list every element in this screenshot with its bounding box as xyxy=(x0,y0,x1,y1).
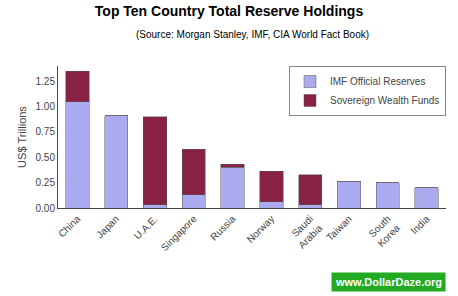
svg-text:0.00: 0.00 xyxy=(36,203,56,214)
svg-text:0.25: 0.25 xyxy=(36,177,56,188)
svg-text:(Source: Morgan Stanley, IMF,: (Source: Morgan Stanley, IMF, CIA World … xyxy=(136,29,369,40)
svg-text:0.50: 0.50 xyxy=(36,152,56,163)
svg-text:India: India xyxy=(408,213,431,236)
svg-text:1.00: 1.00 xyxy=(36,101,56,112)
svg-text:U.A.E.: U.A.E. xyxy=(132,213,160,241)
svg-text:0.75: 0.75 xyxy=(36,126,56,137)
svg-text:Taiwan: Taiwan xyxy=(324,213,354,243)
svg-text:SouthKorea: SouthKorea xyxy=(366,213,402,249)
svg-text:Top Ten Country Total Reserve: Top Ten Country Total Reserve Holdings xyxy=(95,3,364,19)
svg-text:Japan: Japan xyxy=(94,213,121,240)
svg-text:IMF Official Reserves: IMF Official Reserves xyxy=(330,76,425,87)
svg-text:Sovereign Wealth Funds: Sovereign Wealth Funds xyxy=(330,95,439,106)
svg-text:Norway: Norway xyxy=(245,213,277,245)
svg-text:Singapore: Singapore xyxy=(159,213,199,253)
svg-text:www.DollarDaze.org: www.DollarDaze.org xyxy=(335,276,442,288)
svg-text:SaudiArabia: SaudiArabia xyxy=(287,213,325,251)
svg-text:US$ Trillions: US$ Trillions xyxy=(16,106,28,168)
svg-text:1.25: 1.25 xyxy=(36,76,56,87)
svg-text:Russia: Russia xyxy=(208,213,238,243)
svg-text:China: China xyxy=(56,213,83,240)
